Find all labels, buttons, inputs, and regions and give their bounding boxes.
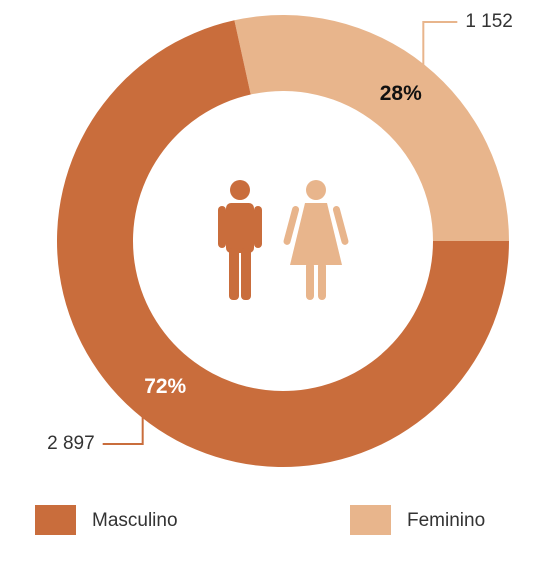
legend-label: Feminino — [407, 510, 485, 531]
legend-label: Masculino — [92, 510, 178, 531]
donut-slice — [56, 20, 509, 467]
female-icon — [283, 180, 349, 300]
legend-swatch — [350, 505, 391, 535]
percent-label: 72% — [144, 375, 186, 398]
value-label: 2 897 — [47, 433, 95, 454]
donut-slice — [234, 15, 510, 242]
legend-swatch — [35, 505, 76, 535]
leader-line — [422, 21, 458, 67]
leader-line — [102, 415, 144, 445]
percent-label: 28% — [380, 82, 422, 105]
value-label: 1 152 — [465, 11, 513, 32]
male-icon — [218, 180, 262, 300]
